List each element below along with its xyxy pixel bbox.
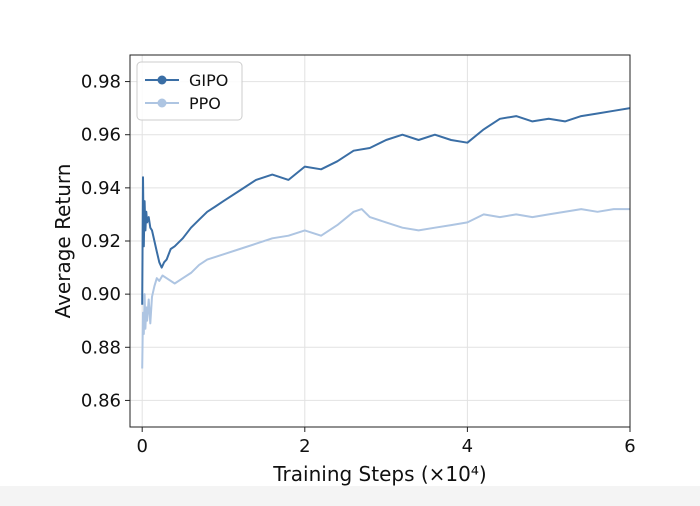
x-tick-label: 4 [462,436,473,457]
legend-label-gipo: GIPO [189,71,228,90]
series-line-gipo [141,107,631,305]
legend-marker [157,98,167,108]
grid [130,55,631,427]
series-line-ppo [141,208,630,369]
legend: GIPO PPO [136,61,243,121]
y-tick-label: 0.96 [81,125,121,146]
y-tick-label: 0.86 [81,390,121,411]
x-tick-label: 6 [624,436,635,457]
x-tick-label: 2 [299,436,310,457]
y-tick-label: 0.90 [81,284,121,305]
bottom-strip [0,486,700,506]
y-tick-label: 0.94 [81,178,121,199]
y-tick-label: 0.88 [81,337,121,358]
legend-marker [157,75,167,85]
x-tick-label: 0 [136,436,147,457]
axis-ticks: 0 2 4 6 0.86 0.88 0.90 0.92 0.94 0.96 0.98 [81,72,636,457]
legend-label-ppo: PPO [189,94,221,113]
y-tick-label: 0.98 [81,72,121,93]
y-axis-label: Average Return [51,164,75,319]
x-axis-label: Training Steps (×10⁴) [272,462,486,486]
series-lines [141,107,631,369]
y-tick-label: 0.92 [81,231,121,252]
